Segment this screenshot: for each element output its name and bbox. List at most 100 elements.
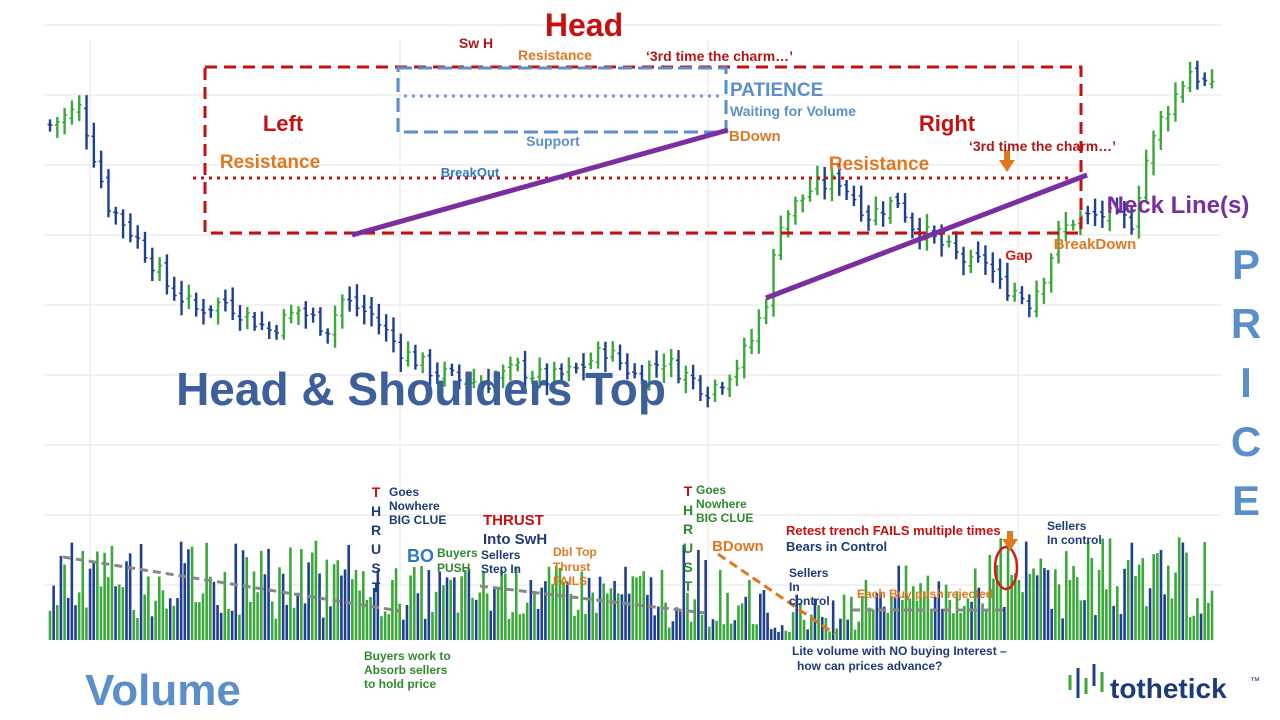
volume-bar [1170, 598, 1174, 640]
thrust-letter: T [684, 483, 693, 499]
volume-bar [773, 627, 777, 640]
volume-bar [219, 612, 223, 640]
volume-bar [376, 570, 380, 640]
note-line: BIG CLUE [389, 513, 446, 527]
price-bar [844, 179, 850, 201]
volume-bar [504, 573, 507, 640]
volume-bar [616, 593, 620, 640]
price-bar [1202, 72, 1208, 86]
volume-bar [988, 555, 992, 640]
price-bar [617, 344, 623, 371]
volume-bar [1090, 557, 1094, 640]
note-line: Sellers [481, 548, 521, 562]
price-bar [390, 317, 396, 353]
volume-bar [591, 592, 595, 640]
volume-bar [59, 555, 63, 640]
volume-bar [817, 605, 820, 640]
volume-bar [281, 573, 285, 640]
price-letter: C [1231, 418, 1261, 465]
price-bar [661, 353, 667, 383]
volume-bar [740, 603, 744, 640]
note-line: Goes [696, 483, 726, 497]
price-bar [1165, 106, 1171, 132]
volume-bar [507, 618, 511, 640]
volume-bar [1105, 589, 1108, 640]
volume-bar [686, 592, 689, 640]
price-bar [222, 289, 228, 312]
price-bar [332, 305, 338, 348]
price-bar [866, 205, 872, 231]
price-bar [822, 166, 828, 200]
volume-bar [722, 624, 726, 640]
volume-bar [522, 613, 525, 640]
volume-bar [1156, 553, 1159, 640]
price-bar [1034, 280, 1040, 318]
price-bar [1048, 253, 1054, 293]
volume-bar [449, 579, 452, 640]
buyers-absorb-note: Buyers work to Absorb sellers to hold pr… [364, 649, 451, 691]
volume-bar [383, 611, 387, 640]
price-bar [602, 341, 608, 372]
volume-bar [525, 602, 529, 640]
volume-trend-orange [717, 552, 836, 636]
volume-bar [678, 609, 682, 640]
volume-bar [536, 608, 540, 640]
volume-bar [223, 571, 227, 640]
price-bar [873, 196, 879, 226]
volume-bar [270, 601, 274, 640]
volume-bar [128, 553, 132, 640]
volume-bar [1017, 580, 1021, 640]
note-line: control [789, 594, 830, 608]
charm-label-right: ‘3rd time the charm…’ [969, 138, 1116, 154]
volume-bar [402, 619, 405, 640]
price-bar [705, 386, 711, 408]
volume-bar [930, 611, 933, 640]
volume-bar [1166, 565, 1170, 640]
price-bar [727, 374, 733, 398]
price-bar [814, 165, 820, 196]
volume-bar [977, 587, 981, 640]
volume-bar [904, 565, 908, 640]
volume-bar [493, 587, 496, 640]
volume-bar [1024, 541, 1028, 640]
price-bar [895, 192, 901, 208]
volume-bar [168, 598, 172, 640]
volume-bar [117, 584, 121, 640]
volume-bar [474, 599, 478, 640]
volume-bar [1137, 564, 1141, 640]
volume-bar [959, 612, 962, 640]
volume-bar [846, 619, 850, 640]
volume-bar [121, 587, 125, 640]
volume-bar [70, 542, 74, 640]
volume-bar [431, 612, 434, 640]
charm-label-top: ‘3rd time the charm…’ [646, 48, 793, 64]
price-grid [45, 24, 1222, 640]
volume-bar [354, 570, 358, 640]
price-bar [741, 337, 747, 379]
volume-bar [358, 590, 361, 640]
volume-bar [981, 603, 984, 640]
volume-bar [1181, 542, 1185, 640]
logo-tm: ™ [1250, 676, 1260, 687]
price-bar [500, 364, 506, 389]
price-bar [690, 364, 696, 390]
thrust-letter: T [684, 578, 693, 594]
volume-bar [303, 603, 307, 640]
volume-bar [879, 592, 882, 640]
volume-bar [453, 577, 456, 640]
volume-bar [343, 569, 347, 640]
volume-label: Volume [85, 666, 241, 715]
price-bar [398, 333, 404, 372]
volume-bar [1054, 569, 1057, 640]
volume-bar [839, 618, 842, 640]
volume-bar [456, 612, 460, 640]
price-bar [990, 252, 996, 283]
volume-bar [369, 596, 372, 640]
price-bar [405, 341, 411, 367]
volume-bar [460, 576, 463, 640]
volume-bar [1112, 605, 1115, 640]
price-bar [1209, 69, 1215, 89]
price-bar [471, 368, 477, 389]
volume-bar [77, 592, 81, 640]
price-bar [493, 370, 499, 397]
